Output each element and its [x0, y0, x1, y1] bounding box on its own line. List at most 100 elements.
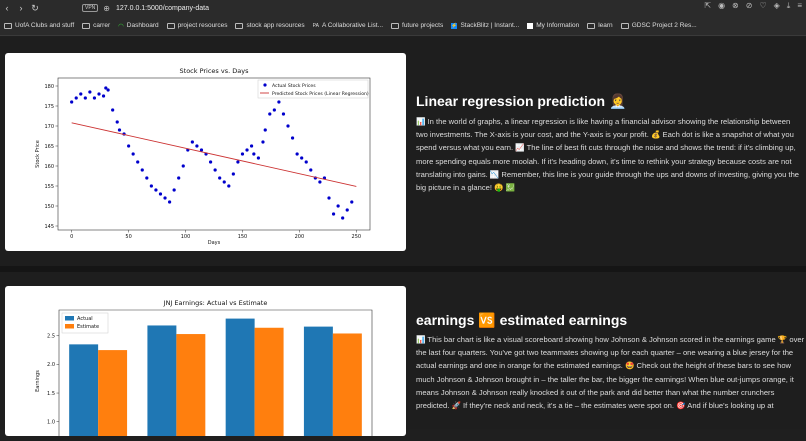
forward-icon[interactable]: › [19, 3, 23, 13]
bookmark-item[interactable]: ◠ Dashboard [118, 22, 158, 30]
bar-estimate [332, 333, 362, 438]
bookmark-item[interactable]: carrer [82, 22, 110, 29]
section1-text: 📊 In the world of graphs, a linear regre… [416, 117, 800, 193]
data-point [154, 188, 158, 192]
reload-icon[interactable]: ↻ [31, 2, 39, 13]
bookmark-item[interactable]: My Information [527, 22, 579, 29]
data-point [92, 96, 97, 100]
bookmark-item[interactable]: learn [587, 22, 613, 29]
wifi-icon: ◠ [118, 22, 124, 30]
data-point [300, 156, 304, 160]
data-point [177, 176, 181, 180]
y-tick-label: 155 [44, 184, 54, 190]
legend-label-actual: Actual Stock Prices [272, 83, 316, 89]
bar-estimate [98, 350, 128, 438]
x-tick-label: 150 [238, 234, 248, 240]
data-point [101, 94, 106, 98]
bookmark-label: StackBlitz | Instant... [460, 22, 520, 29]
data-point [277, 100, 281, 104]
data-point [145, 176, 149, 180]
data-point [88, 90, 92, 94]
legend-label-actual: Actual [77, 316, 93, 322]
bookmark-item[interactable]: PA A Collaborative List... [313, 22, 383, 29]
section-divider [0, 266, 806, 272]
share-icon[interactable]: ⇱ [704, 1, 712, 10]
bookmark-item[interactable]: GDSC Project 2 Res... [620, 22, 697, 29]
download-icon[interactable]: ⤓ [786, 1, 791, 10]
bookmark-item[interactable]: ⚡ StackBlitz | Instant... [451, 22, 519, 29]
data-point [199, 148, 204, 152]
folder-icon [166, 22, 175, 29]
data-point [249, 144, 254, 148]
bookmark-label: stock app resources [246, 22, 305, 29]
y-axis-label: Stock Price [35, 140, 41, 168]
bookmark-label: project resources [177, 22, 228, 29]
menu-icon[interactable]: ≡ [797, 1, 802, 10]
bookmark-item[interactable]: project resources [166, 22, 228, 29]
x-tick-label: 250 [352, 234, 362, 240]
data-point [136, 160, 140, 164]
vpn-badge[interactable]: VPN [82, 4, 99, 12]
data-point [281, 112, 286, 116]
back-icon[interactable]: ‹ [5, 3, 9, 13]
y-tick-label: 145 [44, 224, 54, 230]
blocker-icon[interactable]: ⊗ [732, 1, 739, 10]
bookmark-item[interactable]: stock app resources [235, 22, 305, 29]
data-point [213, 168, 217, 172]
data-point [350, 200, 354, 204]
data-point [245, 148, 249, 152]
bookmark-item[interactable]: future projects [391, 22, 443, 29]
vpn-icon[interactable]: ⊘ [745, 1, 753, 10]
y-tick-label: 180 [44, 84, 54, 90]
bookmark-label: future projects [402, 22, 444, 29]
data-point [70, 100, 74, 104]
data-point [126, 144, 131, 148]
legend-swatch-estimate [65, 324, 74, 329]
data-point [263, 128, 267, 132]
legend-label-estimate: Estimate [77, 324, 99, 330]
data-point [104, 86, 108, 90]
bar-actual [225, 318, 255, 438]
pa-icon: PA [312, 22, 319, 29]
regression-chart-card: Stock Prices vs. Days Days Stock Price 0 50 1… [5, 53, 406, 251]
legend-label-predicted: Predicted Stock Prices (Linear Regressio… [272, 91, 369, 97]
camera-icon[interactable]: ◉ [718, 1, 726, 10]
data-point [158, 192, 163, 196]
data-point [222, 180, 226, 184]
heart-icon[interactable]: ♡ [759, 1, 767, 10]
data-point [286, 124, 290, 128]
data-point [190, 140, 194, 144]
cube-icon[interactable]: ◈ [773, 1, 780, 10]
data-point [331, 212, 336, 216]
data-point [345, 208, 349, 212]
data-point [117, 128, 122, 132]
bookmark-label: My Information [536, 22, 580, 29]
data-point [195, 144, 199, 148]
data-point [295, 152, 299, 156]
data-point [208, 160, 213, 164]
data-point [218, 176, 222, 180]
y-axis-label: Earnings [35, 370, 41, 392]
data-point [111, 108, 115, 112]
data-point [167, 200, 172, 204]
folder-icon [391, 22, 400, 29]
x-tick-label: 50 [125, 234, 131, 240]
bar-actual [69, 344, 99, 438]
data-point [227, 184, 231, 188]
data-point [341, 216, 345, 220]
section2-text: 📊 This bar chart is like a visual scoreb… [416, 335, 805, 411]
data-point [240, 152, 245, 156]
data-point [149, 184, 153, 188]
data-point [74, 96, 78, 100]
bookmark-item[interactable]: UofA Clubs and stuff [4, 22, 74, 29]
browser-toolbar: ‹ › ↻ VPN ⊕ 127.0.0.1:5000/company-data … [0, 0, 806, 16]
bar-actual [303, 326, 333, 438]
x-tick-label: 0 [70, 234, 73, 240]
data-point [181, 164, 185, 168]
y-tick-label: 160 [44, 164, 54, 170]
address-bar[interactable]: 127.0.0.1:5000/company-data [115, 4, 209, 12]
data-point [272, 108, 276, 112]
y-tick-label: 2.5 [47, 334, 55, 340]
data-point [131, 152, 135, 156]
bookmark-label: GDSC Project 2 Res... [631, 22, 697, 29]
